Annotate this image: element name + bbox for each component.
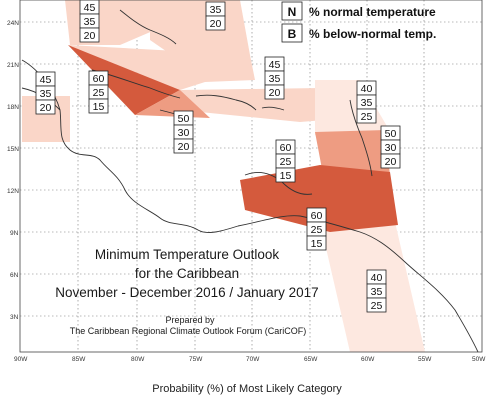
prob-cell-lesser-antilles-south xyxy=(380,153,401,169)
prob-value-lesser-antilles-south: 50 xyxy=(385,128,397,140)
prob-value-lesser-antilles-north: 40 xyxy=(361,83,373,95)
legend-text-below: % below-normal temp. xyxy=(309,27,436,41)
prob-value-guianas: 35 xyxy=(371,286,383,298)
prob-value-venezuela: 25 xyxy=(311,224,323,236)
prob-value-lesser-antilles-south: 20 xyxy=(385,156,397,168)
prob-value-hispaniola: 45 xyxy=(269,59,281,71)
prob-value-caribbean-sea: 15 xyxy=(280,170,292,182)
x-tick-70w: 70W xyxy=(246,356,260,363)
x-tick-55w: 55W xyxy=(418,356,432,363)
prob-value-cuba-west: 15 xyxy=(93,101,105,113)
map-title-line2: for the Caribbean xyxy=(135,266,239,281)
prob-value-venezuela: 15 xyxy=(311,238,323,250)
map-title-line1: Minimum Temperature Outlook xyxy=(95,247,280,262)
prob-cell-venezuela xyxy=(306,235,327,251)
x-tick-80w: 80W xyxy=(131,356,145,363)
y-tick-3n: 3N xyxy=(10,314,19,321)
prob-value-venezuela: 60 xyxy=(311,210,323,222)
prob-value-caribbean-sea: 25 xyxy=(280,156,292,168)
prob-value-top-left: 20 xyxy=(84,30,96,42)
y-tick-12n: 12N xyxy=(7,188,19,195)
prob-value-jamaica: 20 xyxy=(178,141,190,153)
y-tick-24n: 24N xyxy=(7,20,19,27)
prob-value-top-mid: 35 xyxy=(210,4,222,16)
prob-value-lesser-antilles-north: 25 xyxy=(361,111,373,123)
prob-value-lesser-antilles-south: 30 xyxy=(385,142,397,154)
legend: N % normal temperature B % below-normal … xyxy=(281,1,436,43)
x-tick-75w: 75W xyxy=(189,356,203,363)
prob-value-guianas: 25 xyxy=(371,300,383,312)
axis-labels: 24N 21N 18N 15N 12N 9N 6N 3N 90W 85W 80W… xyxy=(7,20,486,363)
prob-cell-top-left xyxy=(79,27,100,43)
region-cuba-dark xyxy=(68,45,180,115)
prob-value-west: 20 xyxy=(40,102,52,114)
legend-key-below: B xyxy=(288,27,297,41)
prepared-by: Prepared by xyxy=(165,315,215,325)
prob-value-top-mid: 20 xyxy=(210,18,222,30)
legend-key-normal: N xyxy=(288,5,297,19)
prob-cell-cuba-west xyxy=(88,98,109,114)
organization: The Caribbean Regional Climate Outlook F… xyxy=(70,326,307,336)
prob-value-jamaica: 30 xyxy=(178,127,190,139)
map-title-line3: November - December 2016 / January 2017 xyxy=(55,285,318,300)
prob-value-top-left: 35 xyxy=(84,16,96,28)
prob-value-lesser-antilles-north: 35 xyxy=(361,97,373,109)
x-tick-50w: 50W xyxy=(472,356,486,363)
prob-value-hispaniola: 20 xyxy=(269,87,281,99)
prob-value-cuba-west: 25 xyxy=(93,87,105,99)
prob-cell-top-mid xyxy=(205,15,226,31)
map-border xyxy=(19,0,483,353)
y-tick-21n: 21N xyxy=(7,62,19,69)
prob-value-west: 45 xyxy=(40,74,52,86)
prob-value-west: 35 xyxy=(40,88,52,100)
legend-key-box-normal xyxy=(281,1,303,21)
prob-cell-hispaniola xyxy=(264,84,285,100)
y-tick-6n: 6N xyxy=(10,272,19,279)
prob-value-caribbean-sea: 60 xyxy=(280,142,292,154)
footer-caption: Probability (%) of Most Likely Category xyxy=(152,383,342,395)
x-tick-65w: 65W xyxy=(304,356,318,363)
legend-text-normal: % normal temperature xyxy=(309,5,436,19)
y-tick-9n: 9N xyxy=(10,230,19,237)
x-tick-90w: 90W xyxy=(14,356,28,363)
region-cuba-east xyxy=(180,88,325,122)
region-north-mid xyxy=(68,45,255,90)
y-tick-15n: 15N xyxy=(7,146,19,153)
prob-value-cuba-west: 60 xyxy=(93,73,105,85)
prob-cell-lesser-antilles-north xyxy=(356,108,377,124)
probability-boxes: 45 35 20 35 20 45 35 20 60 25 15 45 35 20 50 30 20 40 35 25… xyxy=(35,0,401,313)
prob-value-guianas: 40 xyxy=(371,272,383,284)
prob-value-hispaniola: 35 xyxy=(269,73,281,85)
prob-value-jamaica: 50 xyxy=(178,113,190,125)
prob-value-top-left: 45 xyxy=(84,2,96,14)
x-tick-85w: 85W xyxy=(72,356,86,363)
x-tick-60w: 60W xyxy=(361,356,375,363)
prob-cell-jamaica xyxy=(173,138,194,154)
legend-key-box-below xyxy=(281,23,303,43)
prob-cell-west xyxy=(35,99,56,115)
prob-cell-guianas xyxy=(366,297,387,313)
prob-cell-caribbean-sea xyxy=(275,167,296,183)
y-tick-18n: 18N xyxy=(7,104,19,111)
